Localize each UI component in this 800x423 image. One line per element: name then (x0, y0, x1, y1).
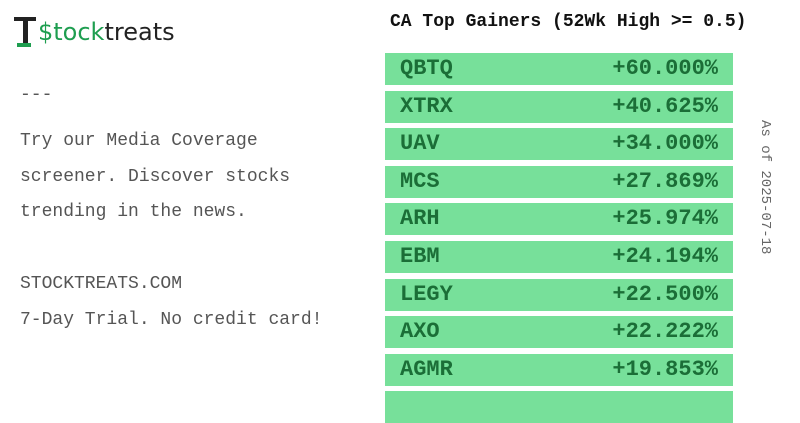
gain-percent: +40.625% (612, 93, 718, 119)
promo-line: screener. Discover stocks (20, 167, 291, 187)
logo-accent: $tock (38, 18, 105, 46)
logo-text: treats (104, 18, 175, 46)
table-row: EBM +24.194% (385, 241, 733, 273)
ticker: ARH (400, 206, 440, 232)
logo: $tock treats (14, 14, 175, 50)
ticker: AGMR (400, 356, 453, 382)
title: CA Top Gainers (52Wk High >= 0.5) (390, 12, 747, 32)
table-row: ARH +25.974% (385, 203, 733, 236)
table-row: QBTQ +60.000% (385, 53, 733, 85)
ticker: MCS (400, 168, 440, 194)
gain-percent: +22.222% (612, 319, 718, 345)
promo-line: trending in the news. (20, 202, 247, 222)
gain-percent: +34.000% (612, 131, 718, 157)
promo-line: Try our Media Coverage (20, 131, 258, 151)
gain-percent: +19.853% (612, 356, 718, 382)
table-row (385, 391, 733, 423)
page: $tock treats --- Try our Media Coverage s… (14, 12, 773, 423)
ticker: UAV (400, 131, 440, 157)
logo-icon (14, 17, 36, 47)
gain-percent: +22.500% (612, 281, 718, 307)
table-row: UAV +34.000% (385, 128, 733, 161)
ticker: AXO (400, 319, 440, 345)
gain-percent: +27.869% (612, 168, 718, 194)
ticker: EBM (400, 244, 440, 269)
table-row: AXO +22.222% (385, 316, 733, 349)
gain-percent: +24.194% (612, 244, 718, 269)
site: STOCKTREATS.COM (20, 274, 183, 294)
table-row: LEGY +22.500% (385, 278, 733, 311)
table-row: AGMR +19.853% (385, 353, 733, 386)
divider: --- (20, 85, 53, 105)
date-note: As of 2025-07-18 (757, 120, 773, 255)
ticker: QBTQ (400, 56, 453, 81)
ticker: XTRX (400, 93, 453, 119)
table-row: MCS +27.869% (385, 165, 733, 198)
gain-percent: +25.974% (612, 206, 718, 232)
offer: 7-Day Trial. No credit card! (20, 310, 323, 330)
ticker: LEGY (400, 281, 453, 307)
gain-percent: +60.000% (612, 56, 718, 81)
table-row: XTRX +40.625% (385, 90, 733, 123)
